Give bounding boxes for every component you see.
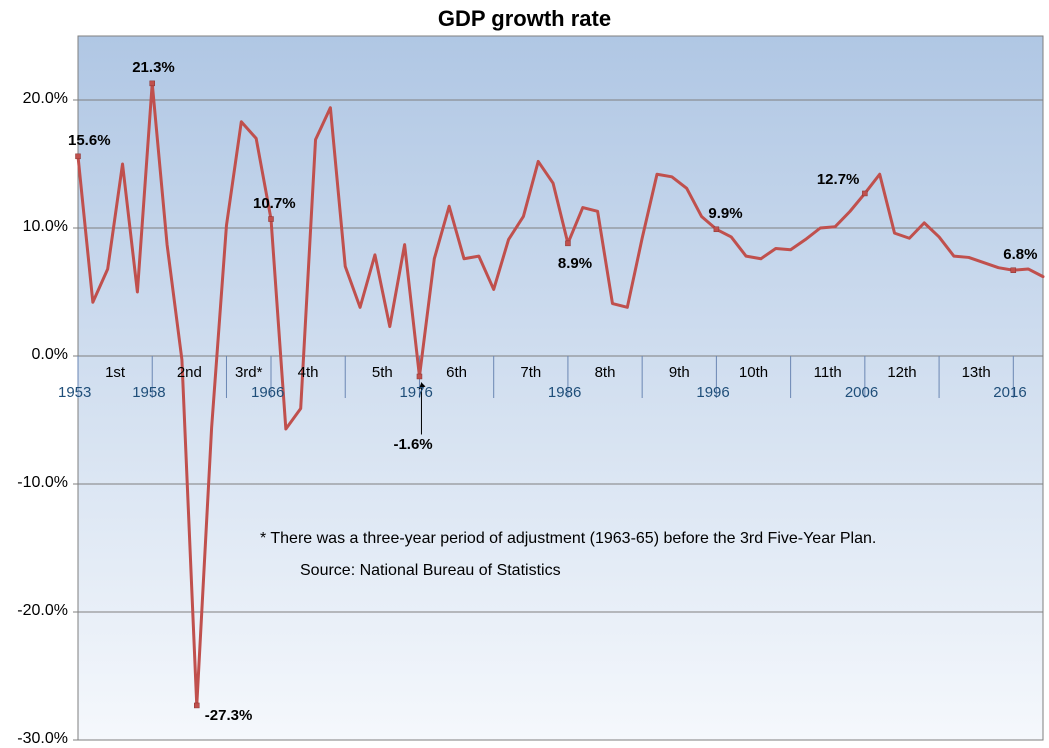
y-tick-label: 10.0%: [0, 218, 68, 236]
source-text: Source: National Bureau of Statistics: [300, 562, 561, 580]
chart-container: GDP growth rate -30.0%-20.0%-10.0%0.0%10…: [0, 0, 1049, 745]
data-point-label: 10.7%: [253, 195, 296, 212]
plan-label: 11th: [803, 364, 853, 381]
footnote-text: * There was a three-year period of adjus…: [260, 530, 876, 548]
data-point-label: 12.7%: [817, 171, 860, 188]
year-label: 1986: [548, 384, 581, 401]
y-tick-label: -10.0%: [0, 474, 68, 492]
year-label: 1976: [399, 384, 432, 401]
y-tick-label: -30.0%: [0, 730, 68, 748]
y-tick-label: 0.0%: [0, 346, 68, 364]
data-point-label: 15.6%: [68, 132, 111, 149]
data-point-label: -27.3%: [205, 707, 253, 724]
plan-label: 10th: [729, 364, 779, 381]
plan-label: 4th: [283, 364, 333, 381]
plan-label: 12th: [877, 364, 927, 381]
plan-label: 8th: [580, 364, 630, 381]
data-point-label: 9.9%: [708, 205, 742, 222]
year-label: 1953: [58, 384, 91, 401]
plan-label: 5th: [357, 364, 407, 381]
plan-label: 2nd: [164, 364, 214, 381]
plan-label: 1st: [90, 364, 140, 381]
plan-label: 13th: [951, 364, 1001, 381]
data-point-label: 6.8%: [1003, 246, 1037, 263]
data-point-label: 21.3%: [132, 59, 175, 76]
year-label: 1958: [132, 384, 165, 401]
data-point-label: -1.6%: [393, 436, 432, 453]
data-point-label: 8.9%: [558, 255, 592, 272]
year-label: 2016: [993, 384, 1026, 401]
y-tick-label: 20.0%: [0, 90, 68, 108]
plan-label: 9th: [654, 364, 704, 381]
year-label: 1996: [696, 384, 729, 401]
year-label: 1966: [251, 384, 284, 401]
year-label: 2006: [845, 384, 878, 401]
plan-label: 7th: [506, 364, 556, 381]
plan-label: 6th: [432, 364, 482, 381]
plan-label: 3rd*: [224, 364, 274, 381]
y-tick-label: -20.0%: [0, 602, 68, 620]
